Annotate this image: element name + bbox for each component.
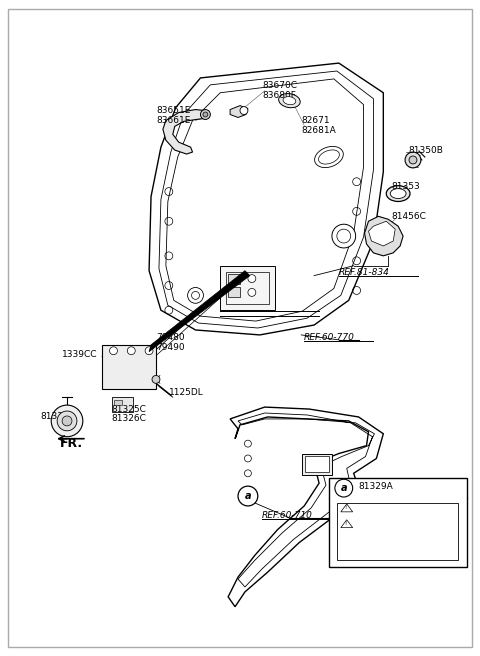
Ellipse shape <box>279 94 300 108</box>
Bar <box>220 266 275 310</box>
Text: 81329A: 81329A <box>359 482 394 491</box>
Circle shape <box>337 229 351 243</box>
Ellipse shape <box>314 146 343 167</box>
Text: 82681A: 82681A <box>301 126 336 135</box>
Circle shape <box>335 480 353 497</box>
Polygon shape <box>230 106 248 117</box>
Bar <box>102 345 156 389</box>
Circle shape <box>409 156 417 164</box>
Ellipse shape <box>390 189 406 199</box>
Text: REF.60-710: REF.60-710 <box>262 511 312 520</box>
Polygon shape <box>228 407 384 607</box>
Text: 1125DL: 1125DL <box>169 388 204 397</box>
Circle shape <box>109 347 118 355</box>
Circle shape <box>188 287 204 303</box>
Text: REF.60-770: REF.60-770 <box>304 333 355 342</box>
Text: 81326C: 81326C <box>111 415 146 423</box>
Text: 82671: 82671 <box>301 116 330 125</box>
Circle shape <box>244 440 252 447</box>
Text: 81350B: 81350B <box>408 146 443 155</box>
Circle shape <box>57 411 77 431</box>
Text: 81335: 81335 <box>40 413 69 421</box>
Text: 83670C: 83670C <box>263 81 298 91</box>
Bar <box>228 287 240 297</box>
Polygon shape <box>149 63 384 335</box>
Circle shape <box>248 275 256 283</box>
Polygon shape <box>163 110 208 154</box>
Text: 81353: 81353 <box>391 182 420 191</box>
Bar <box>337 503 458 560</box>
Text: a: a <box>245 491 251 501</box>
Circle shape <box>405 152 421 168</box>
Circle shape <box>203 112 208 117</box>
Bar <box>329 478 468 567</box>
Text: REF.81-834: REF.81-834 <box>339 268 390 277</box>
Text: 83661E: 83661E <box>156 116 191 125</box>
Text: FR.: FR. <box>60 437 83 450</box>
Ellipse shape <box>319 150 339 164</box>
Text: 81325C: 81325C <box>111 405 146 413</box>
Text: 1339CC: 1339CC <box>62 350 97 359</box>
Circle shape <box>145 347 153 355</box>
Bar <box>305 457 329 472</box>
Polygon shape <box>364 216 403 256</box>
Circle shape <box>192 291 200 299</box>
Circle shape <box>244 455 252 462</box>
Circle shape <box>332 224 356 248</box>
Polygon shape <box>149 271 250 352</box>
Bar <box>226 272 269 304</box>
Circle shape <box>238 486 258 506</box>
Text: 81456C: 81456C <box>391 212 426 221</box>
Circle shape <box>244 470 252 477</box>
Text: !: ! <box>345 522 347 526</box>
Text: !: ! <box>345 505 347 510</box>
Bar <box>114 400 122 405</box>
Circle shape <box>127 347 135 355</box>
Bar <box>228 274 240 283</box>
Circle shape <box>51 405 83 437</box>
Ellipse shape <box>283 96 296 105</box>
Ellipse shape <box>386 186 410 201</box>
Text: 83651E: 83651E <box>156 106 191 115</box>
Polygon shape <box>369 221 395 246</box>
Circle shape <box>152 375 160 383</box>
Bar <box>111 397 133 412</box>
Circle shape <box>62 416 72 426</box>
Bar <box>302 453 332 476</box>
Circle shape <box>248 289 256 297</box>
Text: a: a <box>340 483 347 493</box>
Text: 79490: 79490 <box>156 343 185 352</box>
Circle shape <box>201 110 210 119</box>
Text: 79480: 79480 <box>156 333 185 342</box>
Text: 83680F: 83680F <box>263 91 297 100</box>
Circle shape <box>240 106 248 115</box>
